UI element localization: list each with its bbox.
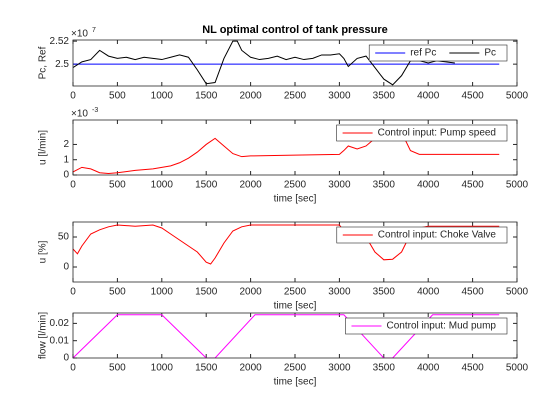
x-tick-label: 3500 xyxy=(373,91,396,102)
y-axis-label: u [l/min] xyxy=(38,130,49,165)
x-tick-label: 4000 xyxy=(417,287,440,298)
x-tick-label: 1000 xyxy=(151,363,174,374)
x-tick-label: 0 xyxy=(70,363,76,374)
legend: Control input: Pump speed xyxy=(336,124,508,142)
legend-label: Control input: Pump speed xyxy=(378,128,496,139)
legend-box xyxy=(368,44,508,62)
axes-box xyxy=(72,119,518,176)
x-tick-label: 4000 xyxy=(417,180,440,191)
y-axis-label: u [%] xyxy=(38,240,49,263)
x-tick-label: 5000 xyxy=(506,363,529,374)
data-line xyxy=(73,224,500,265)
y-tick-label: 0.02 xyxy=(50,318,70,329)
data-line xyxy=(73,40,455,86)
axes-box xyxy=(72,312,518,359)
y-tick-label: 1 xyxy=(63,154,69,165)
axes-box xyxy=(72,221,518,283)
x-tick-label: 2000 xyxy=(239,287,262,298)
x-tick-label: 2000 xyxy=(239,363,262,374)
legend-label: Control input: Choke Valve xyxy=(378,230,497,241)
x-tick-label: 1500 xyxy=(195,180,218,191)
x-tick-label: 4500 xyxy=(461,363,484,374)
x-tick-label: 1500 xyxy=(195,91,218,102)
x-tick-label: 5000 xyxy=(506,180,529,191)
x-tick-label: 5000 xyxy=(506,287,529,298)
x-tick-label: 500 xyxy=(109,180,126,191)
legend-box xyxy=(336,124,508,142)
x-tick-label: 3500 xyxy=(373,180,396,191)
legend: Control input: Choke Valve xyxy=(336,226,508,244)
x-axis-label: time [sec] xyxy=(274,301,317,312)
legend-box xyxy=(345,317,508,335)
y-multiplier: ×10 xyxy=(71,29,88,40)
legend-label: Pc xyxy=(484,48,496,59)
data-line xyxy=(73,314,500,358)
legend-box xyxy=(336,226,508,244)
y-tick-label: 50 xyxy=(58,232,70,243)
y-tick-label: 0 xyxy=(63,262,69,273)
x-tick-label: 4000 xyxy=(417,363,440,374)
x-tick-label: 1000 xyxy=(151,287,174,298)
x-tick-label: 1000 xyxy=(151,91,174,102)
y-multiplier: ×10 xyxy=(71,109,88,120)
x-tick-label: 3000 xyxy=(328,180,351,191)
x-tick-label: 1500 xyxy=(195,363,218,374)
x-tick-label: 3000 xyxy=(328,91,351,102)
x-tick-label: 5000 xyxy=(506,91,529,102)
x-tick-label: 3000 xyxy=(328,287,351,298)
x-tick-label: 500 xyxy=(109,363,126,374)
x-axis-label: time [sec] xyxy=(274,377,317,388)
y-exponent: 7 xyxy=(92,27,96,34)
chart-title: NL optimal control of tank pressure xyxy=(202,24,388,36)
x-tick-label: 3000 xyxy=(328,363,351,374)
y-axis-label: flow [l/min] xyxy=(38,312,49,359)
x-tick-label: 3500 xyxy=(373,363,396,374)
x-tick-label: 500 xyxy=(109,91,126,102)
y-axis-label: Pc, Ref xyxy=(38,46,49,79)
x-tick-label: 0 xyxy=(70,287,76,298)
y-tick-label: 2 xyxy=(63,139,69,150)
y-tick-label: 2.5 xyxy=(55,59,69,70)
x-tick-label: 1000 xyxy=(151,180,174,191)
x-tick-label: 4500 xyxy=(461,287,484,298)
x-tick-label: 0 xyxy=(70,91,76,102)
legend: ref Pc Pc xyxy=(368,44,508,62)
x-axis-label: time [sec] xyxy=(274,194,317,205)
y-tick-label: 0 xyxy=(63,353,69,364)
legend-label: Control input: Mud pump xyxy=(386,321,496,332)
x-tick-label: 4500 xyxy=(461,180,484,191)
x-tick-label: 3500 xyxy=(373,287,396,298)
x-tick-label: 0 xyxy=(70,180,76,191)
x-tick-label: 2500 xyxy=(284,287,307,298)
x-tick-label: 2500 xyxy=(284,180,307,191)
y-tick-label: 0.01 xyxy=(50,335,70,346)
legend-label: ref Pc xyxy=(410,48,436,59)
legend: Control input: Mud pump xyxy=(345,317,508,335)
y-tick-label: 2.52 xyxy=(50,36,70,47)
axes-box xyxy=(72,39,518,87)
y-tick-label: 0 xyxy=(63,170,69,181)
x-tick-label: 4500 xyxy=(461,91,484,102)
x-tick-label: 2000 xyxy=(239,180,262,191)
x-tick-label: 500 xyxy=(109,287,126,298)
x-tick-label: 4000 xyxy=(417,91,440,102)
x-tick-label: 1500 xyxy=(195,287,218,298)
x-tick-label: 2500 xyxy=(284,363,307,374)
y-exponent: -3 xyxy=(92,107,98,114)
x-tick-label: 2500 xyxy=(284,91,307,102)
x-tick-label: 2000 xyxy=(239,91,262,102)
